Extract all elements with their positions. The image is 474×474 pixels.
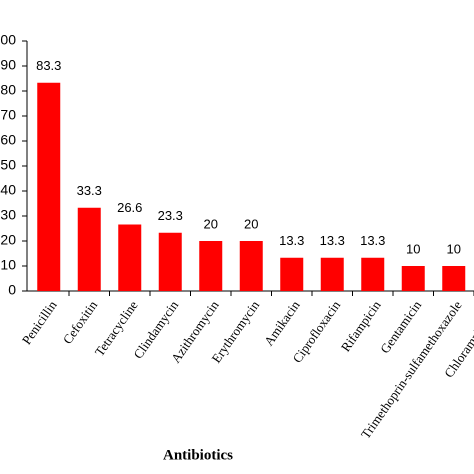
bar [280, 257, 304, 291]
y-tick-label: 30 [0, 207, 16, 223]
y-tick-label: 100 [0, 32, 16, 48]
y-tick-label: 80 [0, 82, 16, 98]
value-label: 10 [406, 241, 420, 256]
y-tick-label: 50 [0, 157, 16, 173]
value-label: 20 [204, 216, 218, 231]
y-tick-label: 70 [0, 107, 16, 123]
x-tick-label: Cefoxitin [60, 297, 101, 346]
bar [118, 224, 142, 291]
bar [401, 266, 425, 291]
bar [361, 257, 385, 291]
bar [77, 207, 101, 291]
y-tick-label: 0 [8, 282, 16, 298]
value-label: 10 [447, 241, 461, 256]
bar [442, 266, 466, 291]
value-label: 26.6 [117, 200, 142, 215]
bar [239, 241, 263, 291]
x-tick-label: Amikacin [261, 297, 303, 348]
x-axis-label: Antibiotics [163, 447, 233, 463]
y-tick-label: 60 [0, 132, 16, 148]
x-tick-label: Rifampicin [338, 297, 384, 354]
bar [158, 232, 182, 291]
value-label: 13.3 [320, 233, 345, 248]
value-label: 13.3 [360, 233, 385, 248]
bar [199, 241, 223, 291]
bar [37, 82, 61, 291]
value-label: 20 [244, 216, 258, 231]
value-label: 83.3 [36, 58, 61, 73]
bar [320, 257, 344, 291]
y-tick-label: 20 [0, 232, 16, 248]
y-tick-label: 10 [0, 257, 16, 273]
y-tick-label: 90 [0, 57, 16, 73]
value-label: 13.3 [279, 233, 304, 248]
y-tick-label: 40 [0, 182, 16, 198]
value-label: 23.3 [158, 208, 183, 223]
value-label: 33.3 [77, 183, 102, 198]
x-tick-label: Penicillin [19, 297, 60, 347]
